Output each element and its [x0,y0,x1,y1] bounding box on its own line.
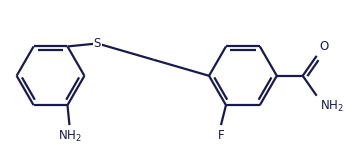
Text: O: O [320,40,329,53]
Text: NH$_2$: NH$_2$ [320,99,344,114]
Text: S: S [94,37,101,50]
Text: NH$_2$: NH$_2$ [57,129,81,144]
Text: F: F [218,129,224,142]
